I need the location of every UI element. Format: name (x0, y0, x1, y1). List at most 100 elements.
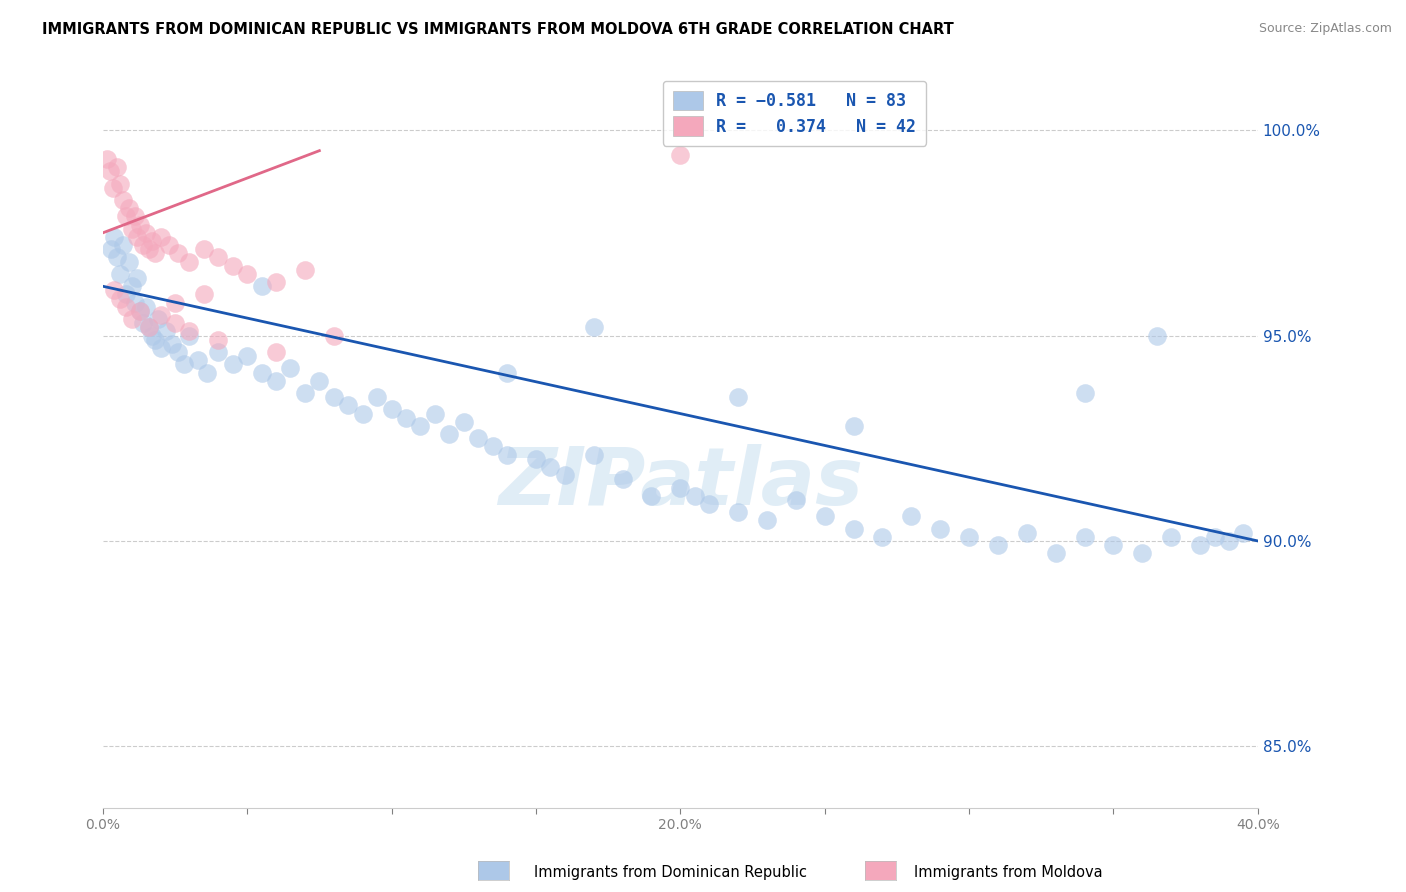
Point (1073, 386, 1095, 401)
Point (121, 279, 143, 293)
Point (366, 390, 388, 404)
Point (105, 251, 128, 265)
Point (115, 210, 138, 224)
Point (111, 238, 134, 252)
Point (380, 402, 402, 417)
Point (149, 308, 172, 322)
Point (187, 353, 209, 368)
Point (105, 160, 128, 174)
Point (173, 357, 195, 371)
Point (135, 300, 157, 314)
Point (236, 267, 259, 281)
Point (554, 468, 576, 483)
Text: Immigrants from Moldova: Immigrants from Moldova (914, 865, 1102, 880)
Point (294, 386, 316, 401)
Point (127, 271, 149, 285)
Point (236, 349, 259, 363)
Point (582, 320, 605, 334)
Legend: R = −0.581   N = 83, R =   0.374   N = 42: R = −0.581 N = 83, R = 0.374 N = 42 (662, 80, 927, 145)
Point (987, 538, 1010, 552)
Point (727, 390, 749, 404)
Text: Immigrants from Dominican Republic: Immigrants from Dominican Republic (534, 865, 807, 880)
Point (785, 492, 807, 507)
Point (900, 509, 922, 524)
Point (96, 152, 118, 166)
Point (135, 226, 157, 240)
Point (115, 287, 138, 301)
Point (179, 254, 201, 268)
Point (207, 345, 229, 359)
Point (250, 279, 273, 293)
Text: IMMIGRANTS FROM DOMINICAN REPUBLIC VS IMMIGRANTS FROM MOLDOVA 6TH GRADE CORRELAT: IMMIGRANTS FROM DOMINICAN REPUBLIC VS IM… (42, 22, 953, 37)
Point (496, 366, 519, 380)
Point (755, 513, 778, 527)
Point (222, 259, 245, 273)
Point (121, 312, 143, 326)
Point (280, 361, 302, 376)
Point (524, 451, 547, 466)
Point (141, 234, 163, 248)
Point (115, 300, 138, 314)
Point (193, 242, 215, 256)
Point (957, 530, 980, 544)
Point (129, 218, 152, 232)
Text: ZIPatlas: ZIPatlas (498, 443, 863, 522)
Point (264, 374, 287, 388)
Point (612, 472, 634, 486)
Point (322, 328, 344, 343)
Point (467, 431, 489, 445)
Point (1232, 525, 1254, 540)
Point (195, 366, 218, 380)
Point (1045, 546, 1067, 560)
Point (160, 336, 183, 351)
Point (294, 262, 316, 277)
Point (1218, 533, 1240, 548)
Point (872, 530, 894, 544)
Point (582, 448, 605, 462)
Point (453, 415, 475, 429)
Text: Source: ZipAtlas.com: Source: ZipAtlas.com (1258, 22, 1392, 36)
Point (727, 505, 749, 519)
Point (108, 177, 131, 191)
Point (108, 267, 131, 281)
Point (1015, 525, 1038, 540)
Point (179, 325, 201, 339)
Point (121, 221, 143, 235)
Point (1204, 530, 1226, 544)
Point (1130, 546, 1153, 560)
Point (352, 407, 374, 421)
Point (250, 366, 273, 380)
Point (146, 312, 169, 326)
Point (207, 251, 229, 265)
Point (1102, 538, 1125, 552)
Point (222, 357, 245, 371)
Point (98, 164, 121, 178)
Point (101, 180, 124, 194)
Point (1189, 538, 1212, 552)
Point (669, 148, 692, 162)
Point (155, 325, 177, 339)
Point (143, 333, 166, 347)
Point (538, 460, 561, 475)
Point (138, 320, 160, 334)
Point (1160, 530, 1182, 544)
Point (193, 287, 215, 301)
Point (103, 284, 125, 298)
Point (132, 238, 155, 252)
Point (179, 328, 201, 343)
Point (127, 230, 149, 244)
Point (100, 242, 122, 256)
Point (322, 390, 344, 404)
Point (129, 304, 152, 318)
Point (149, 341, 172, 355)
Point (669, 481, 692, 495)
Point (143, 246, 166, 260)
Point (423, 407, 446, 421)
Point (138, 242, 160, 256)
Point (108, 292, 131, 306)
Point (103, 230, 125, 244)
Point (157, 238, 180, 252)
Point (409, 418, 432, 433)
Point (395, 410, 418, 425)
Point (207, 333, 229, 347)
